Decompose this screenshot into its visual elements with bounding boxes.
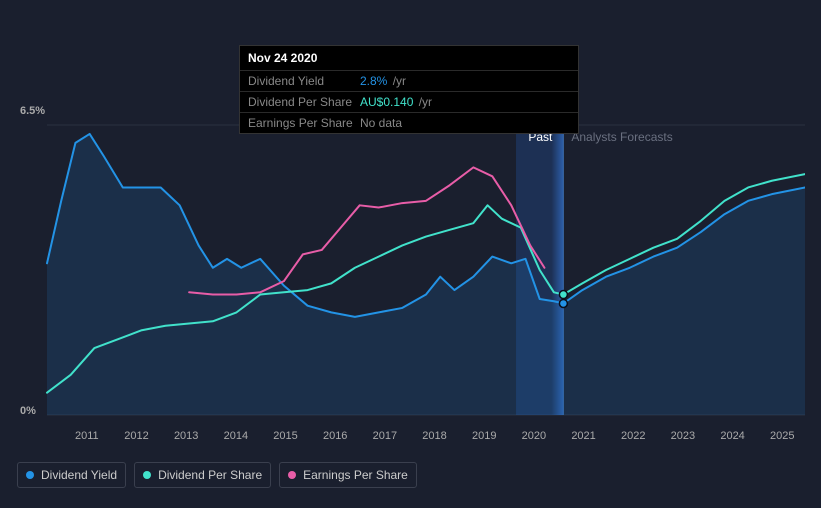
legend-item[interactable]: Dividend Yield <box>17 462 126 488</box>
x-axis-tick: 2019 <box>459 430 509 442</box>
legend-label: Earnings Per Share <box>303 468 408 482</box>
y-axis-min-label: 0% <box>20 405 36 417</box>
legend-item[interactable]: Dividend Per Share <box>134 462 271 488</box>
x-axis-tick: 2014 <box>211 430 261 442</box>
legend-dot-icon <box>143 471 151 479</box>
chart-tooltip: Nov 24 2020 Dividend Yield2.8% /yrDivide… <box>239 45 579 134</box>
legend-dot-icon <box>288 471 296 479</box>
x-axis-tick: 2022 <box>608 430 658 442</box>
tooltip-unit: /yr <box>415 95 432 109</box>
tooltip-date: Nov 24 2020 <box>240 46 578 70</box>
legend-dot-icon <box>26 471 34 479</box>
x-axis-tick: 2011 <box>62 430 112 442</box>
x-axis-tick: 2017 <box>360 430 410 442</box>
chart-legend: Dividend Yield Dividend Per Share Earnings… <box>17 462 417 488</box>
tooltip-row: Dividend Yield2.8% /yr <box>240 70 578 91</box>
x-axis-tick: 2012 <box>112 430 162 442</box>
tooltip-label: Dividend Yield <box>248 74 360 88</box>
tooltip-label: Earnings Per Share <box>248 116 360 130</box>
forecast-section-label: Analysts Forecasts <box>571 130 672 144</box>
tooltip-value: 2.8% /yr <box>360 74 406 88</box>
x-axis-tick: 2025 <box>757 430 807 442</box>
chart-svg: PastAnalysts Forecasts <box>17 105 805 425</box>
x-axis-tick: 2023 <box>658 430 708 442</box>
tooltip-value: AU$0.140 /yr <box>360 95 432 109</box>
x-axis-tick: 2015 <box>261 430 311 442</box>
dividend-chart: 6.5% 0% PastAnalysts Forecasts 201120122… <box>17 105 805 445</box>
tooltip-row: Earnings Per ShareNo data <box>240 112 578 133</box>
x-axis-labels: 2011201220132014201520162017201820192020… <box>62 430 807 442</box>
x-axis-tick: 2024 <box>708 430 758 442</box>
tooltip-row: Dividend Per ShareAU$0.140 /yr <box>240 91 578 112</box>
y-axis-max-label: 6.5% <box>20 105 45 117</box>
legend-item[interactable]: Earnings Per Share <box>279 462 417 488</box>
x-axis-tick: 2016 <box>310 430 360 442</box>
legend-label: Dividend Yield <box>41 468 117 482</box>
x-axis-tick: 2018 <box>410 430 460 442</box>
legend-label: Dividend Per Share <box>158 468 262 482</box>
tooltip-value: No data <box>360 116 404 130</box>
tooltip-label: Dividend Per Share <box>248 95 360 109</box>
x-axis-tick: 2020 <box>509 430 559 442</box>
x-axis-tick: 2013 <box>161 430 211 442</box>
x-axis-tick: 2021 <box>559 430 609 442</box>
tooltip-unit: /yr <box>389 74 406 88</box>
